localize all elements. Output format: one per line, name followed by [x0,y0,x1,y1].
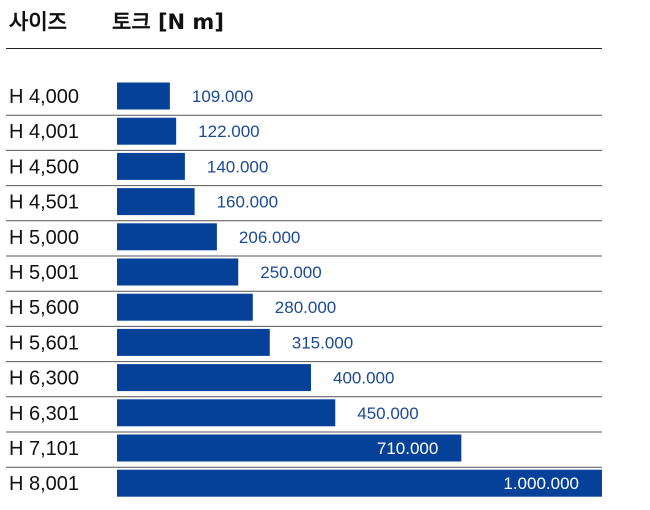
torque-value-label: 1.000.000 [503,474,579,493]
torque-bar [117,82,170,110]
torque-bar [117,469,602,497]
torque-value-label: 140.000 [207,157,268,176]
torque-bar [117,152,185,180]
size-label: H 4,000 [9,86,79,108]
size-label: H 5,001 [9,262,79,284]
torque-bar [117,188,195,216]
size-label: H 4,500 [9,156,79,178]
torque-value-label: 109.000 [192,87,253,106]
torque-bar [117,223,217,251]
torque-bar [117,364,311,392]
torque-bar [117,258,239,286]
torque-value-label: 122.000 [198,122,259,141]
torque-bar [117,434,462,462]
size-label: H 5,600 [9,297,79,319]
torque-bar [117,328,270,356]
size-label: H 4,001 [9,121,79,143]
torque-value-label: 280.000 [275,298,336,317]
torque-value-label: 710.000 [377,439,438,458]
size-label: H 6,301 [9,403,79,425]
size-label: H 5,000 [9,227,79,249]
torque-bar [117,293,253,321]
torque-value-label: 160.000 [217,193,278,212]
torque-value-label: 250.000 [260,263,321,282]
size-label: H 6,300 [9,368,79,390]
size-label: H 5,601 [9,332,79,354]
size-label: H 4,501 [9,192,79,214]
torque-bar [117,399,336,427]
header-divider [6,48,602,49]
torque-column-header: 토크 [N m] [112,10,224,34]
size-label: H 8,001 [9,473,79,495]
torque-value-label: 206.000 [239,228,300,247]
torque-bar [117,117,177,145]
size-column-header: 사이즈 [9,10,67,34]
torque-value-label: 315.000 [292,333,353,352]
size-label: H 7,101 [9,438,79,460]
torque-value-label: 450.000 [357,404,418,423]
torque-value-label: 400.000 [333,369,394,388]
